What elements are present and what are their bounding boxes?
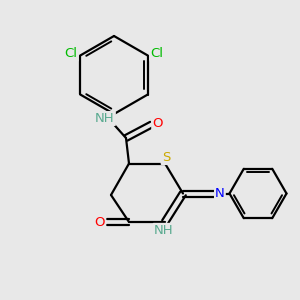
Text: NH: NH <box>95 112 115 125</box>
Text: O: O <box>95 215 105 229</box>
Text: S: S <box>162 151 170 164</box>
Text: O: O <box>152 116 163 130</box>
Text: Cl: Cl <box>150 47 163 61</box>
Text: N: N <box>215 187 225 200</box>
Text: NH: NH <box>154 224 173 237</box>
Text: Cl: Cl <box>65 47 78 61</box>
